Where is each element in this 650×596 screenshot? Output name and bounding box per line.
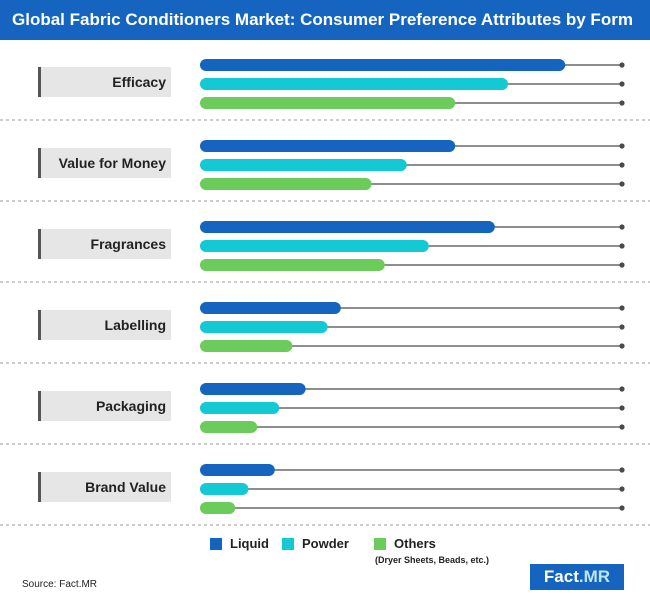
guide-line-endpoint	[619, 386, 625, 392]
guide-line-endpoint	[619, 181, 625, 187]
category-label-box	[38, 391, 171, 421]
bar-liquid-labelling	[200, 302, 341, 314]
bar-others-fragrances	[200, 259, 385, 271]
category-label-box-edge	[38, 229, 41, 259]
chart-title: Global Fabric Conditioners Market: Consu…	[12, 10, 633, 29]
bar-liquid-value-for-money	[200, 140, 456, 152]
guide-line-endpoint	[619, 262, 625, 268]
bar-powder-packaging	[200, 402, 280, 414]
legend-note: (Dryer Sheets, Beads, etc.)	[375, 555, 490, 565]
source-note: Source: Fact.MR	[22, 579, 98, 590]
legend-swatch-liquid	[210, 538, 222, 550]
category-label-box	[38, 310, 171, 340]
legend-swatch-others	[374, 538, 386, 550]
guide-line-endpoint	[619, 62, 625, 68]
bar-liquid-fragrances	[200, 221, 495, 233]
guide-line-endpoint	[619, 405, 625, 411]
bar-others-brand-value	[200, 502, 236, 514]
legend-label-liquid: Liquid	[230, 536, 269, 551]
category-label-labelling: Labelling	[105, 317, 166, 333]
category-label-brand-value: Brand Value	[85, 479, 166, 495]
guide-line-endpoint	[619, 224, 625, 230]
guide-line-endpoint	[619, 505, 625, 511]
guide-line-endpoint	[619, 100, 625, 106]
category-label-box-edge	[38, 391, 41, 421]
guide-line-endpoint	[619, 424, 625, 430]
category-label-box	[38, 229, 171, 259]
bar-others-packaging	[200, 421, 258, 433]
category-label-efficacy: Efficacy	[112, 74, 166, 90]
guide-line-endpoint	[619, 467, 625, 473]
bar-liquid-packaging	[200, 383, 306, 395]
category-label-box-edge	[38, 148, 41, 178]
bar-powder-labelling	[200, 321, 328, 333]
guide-line-endpoint	[619, 486, 625, 492]
legend-label-others: Others	[394, 536, 436, 551]
bar-chart: Efficacy Value for Money Fragrances Labelli…	[0, 59, 650, 526]
title-bar: Global Fabric Conditioners Market: Consu…	[0, 0, 650, 40]
category-label-box-edge	[38, 310, 41, 340]
legend-swatch-powder	[282, 538, 294, 550]
factmr-logo: Fact.MR	[530, 564, 624, 590]
bar-powder-efficacy	[200, 78, 508, 90]
bar-powder-value-for-money	[200, 159, 407, 171]
guide-line-endpoint	[619, 343, 625, 349]
category-label-box-edge	[38, 472, 41, 502]
bar-powder-fragrances	[200, 240, 429, 252]
logo-text-main: Fact	[543, 567, 579, 586]
bar-liquid-brand-value	[200, 464, 275, 476]
category-label-box	[38, 148, 171, 178]
bar-others-efficacy	[200, 97, 456, 109]
guide-line-endpoint	[619, 305, 625, 311]
bar-powder-brand-value	[200, 483, 249, 495]
logo-text-accent: .MR	[578, 567, 611, 586]
bar-others-value-for-money	[200, 178, 372, 190]
legend-label-powder: Powder	[302, 536, 349, 551]
guide-line-endpoint	[619, 81, 625, 87]
category-label-fragrances: Fragrances	[91, 236, 167, 252]
guide-line-endpoint	[619, 324, 625, 330]
guide-line-endpoint	[619, 243, 625, 249]
category-label-value-for-money: Value for Money	[59, 155, 167, 171]
guide-line-endpoint	[619, 143, 625, 149]
category-label-box	[38, 472, 171, 502]
category-label-box	[38, 67, 171, 97]
guide-line-endpoint	[619, 162, 625, 168]
bar-others-labelling	[200, 340, 293, 352]
category-label-packaging: Packaging	[96, 398, 166, 414]
category-label-box-edge	[38, 67, 41, 97]
bar-liquid-efficacy	[200, 59, 566, 71]
logo-text: Fact.MR	[530, 564, 624, 590]
